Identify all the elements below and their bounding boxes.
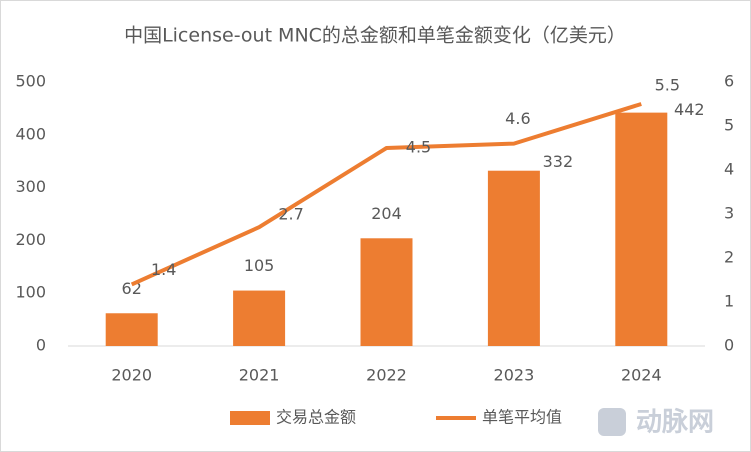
x-tick-label: 2022 <box>366 366 407 385</box>
bar <box>233 290 286 346</box>
x-tick-label: 2020 <box>111 366 152 385</box>
line-label: 4.5 <box>406 138 431 157</box>
chart-title: 中国License-out MNC的总金额和单笔金额变化（亿美元） <box>124 25 626 47</box>
line-label: 1.4 <box>151 260 176 279</box>
bar <box>105 313 158 346</box>
bar-label: 442 <box>674 100 705 119</box>
x-tick-label: 2021 <box>239 366 280 385</box>
y2-tick-label: 3 <box>724 204 734 223</box>
y2-tick-label: 0 <box>724 336 734 355</box>
y-tick-label: 400 <box>15 124 46 143</box>
y-tick-label: 300 <box>15 177 46 196</box>
bar <box>487 170 540 346</box>
legend-swatch <box>230 411 270 425</box>
legend-label: 单笔平均值 <box>482 408 562 427</box>
bar-label: 332 <box>543 152 574 171</box>
x-tick-label: 2023 <box>494 366 535 385</box>
y-tick-label: 0 <box>36 336 46 355</box>
bar <box>360 238 413 346</box>
line-label: 4.6 <box>505 109 530 128</box>
bar-label: 204 <box>371 204 402 223</box>
bar-label: 105 <box>244 256 275 275</box>
y-tick-label: 200 <box>15 230 46 249</box>
x-tick-label: 2024 <box>621 366 662 385</box>
bar <box>615 112 668 347</box>
y2-tick-label: 5 <box>724 116 734 135</box>
line-label: 2.7 <box>278 205 303 224</box>
y2-tick-label: 4 <box>724 160 734 179</box>
watermark-logo <box>598 408 626 436</box>
line <box>130 102 642 287</box>
line-label: 5.5 <box>655 76 680 95</box>
y2-tick-label: 1 <box>724 292 734 311</box>
y-tick-label: 100 <box>15 283 46 302</box>
y2-tick-label: 6 <box>724 72 734 91</box>
y-tick-label: 500 <box>15 72 46 91</box>
y2-tick-label: 2 <box>724 248 734 267</box>
watermark: 动脉网 <box>636 408 714 438</box>
legend-label: 交易总金额 <box>276 408 356 427</box>
